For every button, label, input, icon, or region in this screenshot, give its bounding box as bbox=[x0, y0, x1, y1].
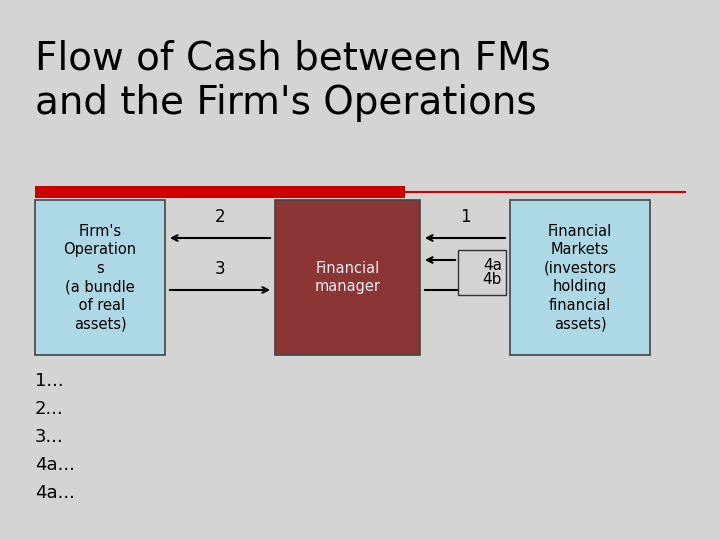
Bar bbox=[510, 200, 650, 355]
Text: 3...: 3... bbox=[35, 428, 64, 446]
Text: 3: 3 bbox=[215, 260, 225, 278]
Text: 1...: 1... bbox=[35, 372, 63, 390]
Text: 4a...: 4a... bbox=[35, 456, 75, 474]
Text: Financial
manager: Financial manager bbox=[315, 261, 380, 294]
Bar bbox=[275, 200, 420, 355]
Text: 1: 1 bbox=[459, 208, 470, 226]
Text: 2: 2 bbox=[215, 208, 225, 226]
Bar bbox=[35, 200, 165, 355]
Text: Flow of Cash between FMs
and the Firm's Operations: Flow of Cash between FMs and the Firm's … bbox=[35, 40, 551, 122]
Text: 2...: 2... bbox=[35, 400, 64, 418]
Bar bbox=[35, 186, 405, 198]
Text: Firm's
Operation
s
(a bundle
 of real
assets): Firm's Operation s (a bundle of real ass… bbox=[63, 224, 137, 332]
Bar bbox=[458, 250, 506, 295]
Text: Financial
Markets
(investors
holding
financial
assets): Financial Markets (investors holding fin… bbox=[544, 224, 616, 332]
Text: 4b: 4b bbox=[482, 272, 502, 287]
Text: 4a...: 4a... bbox=[35, 484, 75, 502]
Text: 4a: 4a bbox=[483, 258, 502, 273]
